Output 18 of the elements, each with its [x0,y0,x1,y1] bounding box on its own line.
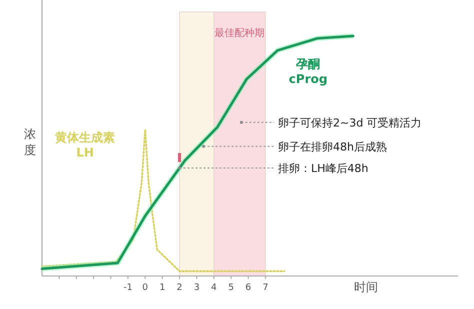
x-tick-label: 2 [176,283,182,293]
series-label: 孕酮 cProg [288,57,328,86]
x-tick-label: 7 [262,283,268,293]
x-axis-title: 时间 [354,280,378,294]
x-tick-label: 4 [211,283,218,293]
y-axis-title: 浓度 [24,127,36,157]
annotation: 排卵：LH峰后48h [278,162,368,175]
text: 黄体生成素 LH [54,130,116,160]
annotation: 卵子可保持2~3d 可受精活力 [278,116,422,130]
band-label: 最佳配种期 [214,27,265,39]
x-tick-label: 6 [245,283,252,293]
x-tick-label: 5 [228,283,234,293]
x-tick-label: -1 [123,283,132,293]
annotation: 卵子在排卵48h后成熟 [278,140,387,154]
band: 最佳配种期 [214,12,266,276]
x-tick-label: 1 [159,283,166,293]
x-tick-label: 3 [194,283,200,293]
x-tick-label: 0 [142,283,148,293]
